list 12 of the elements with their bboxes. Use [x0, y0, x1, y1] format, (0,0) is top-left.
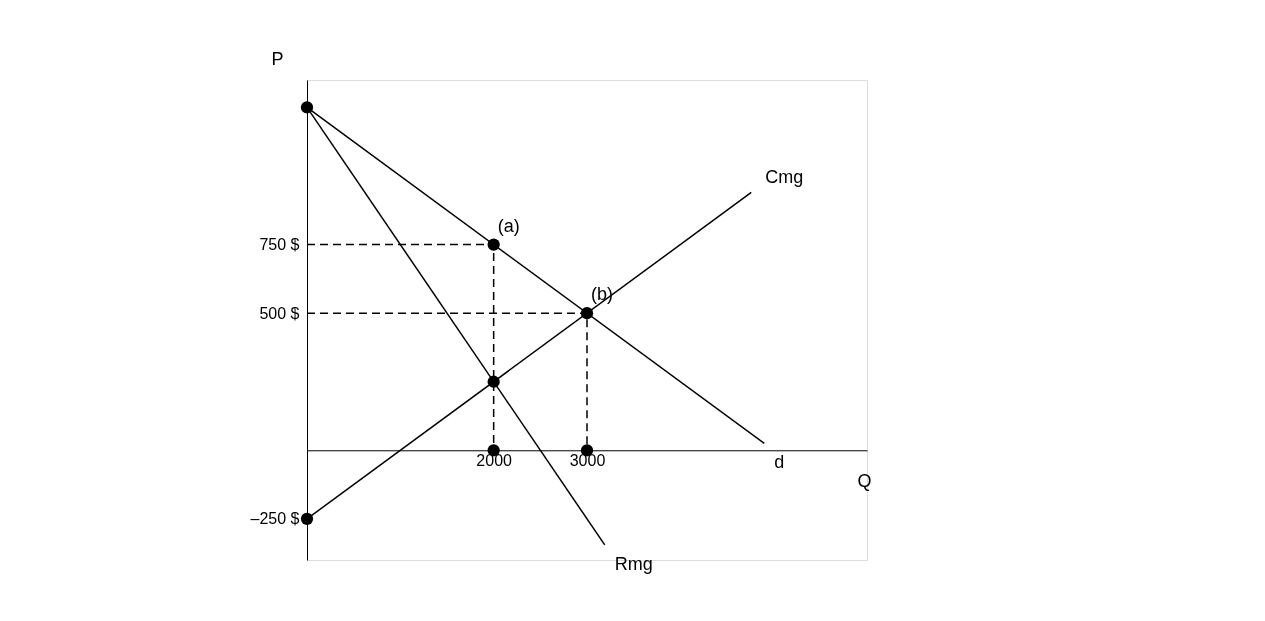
annotation: (b) — [591, 284, 613, 305]
y-tick-label: –250 $ — [250, 510, 300, 528]
x-tick-label: 2000 — [476, 451, 513, 469]
x-axis-title: Q — [857, 470, 872, 491]
x-tick-label: 3000 — [569, 451, 606, 469]
y-axis-title: P — [271, 48, 284, 69]
series-label: Cmg — [765, 167, 804, 188]
annotation: (a) — [497, 215, 520, 236]
y-tick-label: 750 $ — [259, 236, 300, 254]
y-tick-label: 500 $ — [259, 304, 300, 322]
series-label: Rmg — [614, 553, 653, 574]
series-label: d — [774, 452, 785, 473]
